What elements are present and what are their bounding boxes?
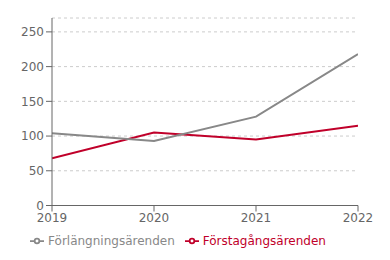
svg-text:2020: 2020 xyxy=(139,211,170,225)
svg-text:2021: 2021 xyxy=(241,211,272,225)
svg-text:2019: 2019 xyxy=(37,211,68,225)
svg-text:150: 150 xyxy=(21,95,44,109)
svg-text:50: 50 xyxy=(29,164,44,178)
html-text:Förlängningsärenden: Förlängningsärenden xyxy=(48,233,175,248)
svg-text:200: 200 xyxy=(21,60,44,74)
html-text:Förstagångsärenden: Förstagångsärenden xyxy=(202,233,326,248)
svg-text:2022: 2022 xyxy=(343,211,374,225)
svg-text:250: 250 xyxy=(21,25,44,39)
svg-text:100: 100 xyxy=(21,129,44,143)
svg-text:0: 0 xyxy=(36,199,44,213)
